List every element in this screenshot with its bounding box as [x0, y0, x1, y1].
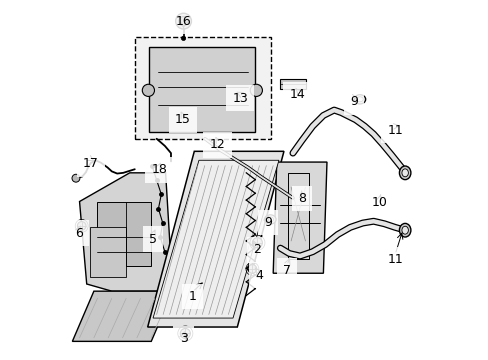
- Ellipse shape: [266, 217, 273, 222]
- Ellipse shape: [401, 169, 407, 177]
- Text: 11: 11: [386, 253, 402, 266]
- Text: 5: 5: [149, 233, 157, 246]
- Circle shape: [250, 84, 262, 96]
- Polygon shape: [72, 291, 172, 341]
- Text: 9: 9: [349, 95, 357, 108]
- Text: 3: 3: [179, 332, 187, 345]
- Text: 1: 1: [188, 290, 196, 303]
- Circle shape: [252, 238, 262, 248]
- Text: 11: 11: [386, 124, 402, 137]
- Ellipse shape: [399, 166, 410, 180]
- Bar: [135, 37, 271, 139]
- Circle shape: [181, 36, 185, 41]
- Text: 6: 6: [75, 226, 82, 239]
- Circle shape: [180, 328, 190, 338]
- Text: 15: 15: [175, 113, 190, 126]
- Circle shape: [142, 84, 154, 96]
- Text: 12: 12: [209, 138, 225, 151]
- Text: 4: 4: [254, 269, 262, 282]
- Text: 14: 14: [289, 88, 305, 101]
- Ellipse shape: [356, 97, 363, 102]
- Ellipse shape: [264, 215, 276, 224]
- Polygon shape: [273, 162, 326, 273]
- Ellipse shape: [401, 226, 407, 234]
- Polygon shape: [147, 151, 284, 327]
- Circle shape: [179, 17, 188, 26]
- Text: 7: 7: [282, 264, 290, 277]
- Text: 16: 16: [175, 15, 191, 28]
- Text: 9: 9: [264, 216, 271, 229]
- Bar: [90, 226, 126, 277]
- Circle shape: [72, 174, 80, 182]
- Circle shape: [247, 265, 256, 273]
- Text: 17: 17: [83, 157, 99, 170]
- Text: 8: 8: [297, 192, 305, 205]
- Circle shape: [175, 13, 191, 29]
- Text: 18: 18: [151, 163, 167, 176]
- Text: 13: 13: [232, 92, 247, 105]
- Circle shape: [77, 222, 86, 230]
- Bar: [280, 79, 305, 89]
- Text: 2: 2: [253, 243, 261, 256]
- Text: 10: 10: [371, 196, 387, 209]
- Polygon shape: [80, 173, 172, 291]
- Bar: [149, 47, 255, 132]
- Polygon shape: [153, 160, 278, 318]
- Ellipse shape: [399, 224, 410, 237]
- Ellipse shape: [353, 95, 365, 104]
- Bar: [97, 202, 151, 266]
